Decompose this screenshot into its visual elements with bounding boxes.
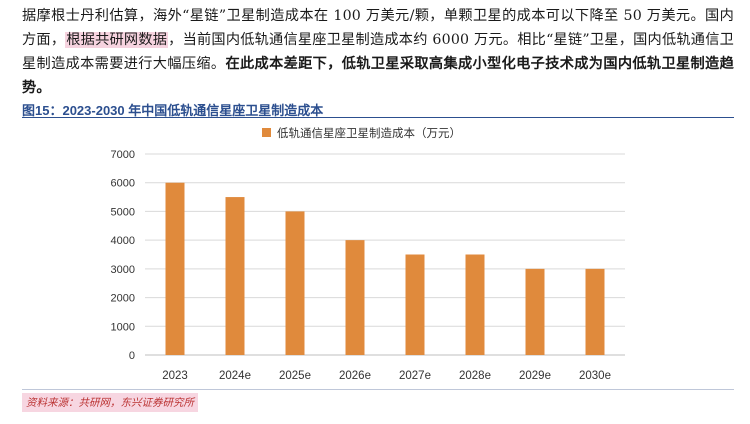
legend-label: 低轨通信星座卫星制造成本（万元） [277, 126, 461, 140]
x-tick-label: 2024e [219, 370, 251, 382]
paragraph-bold: 在此成本差距下，低轨卫星采取高集成小型化电子技术成为国内低轨卫星制造趋势。 [22, 56, 734, 96]
paragraph-highlight: 根据共研网数据 [65, 32, 169, 48]
y-tick-label: 5000 [111, 206, 135, 218]
x-tick-label: 2029e [519, 370, 551, 382]
bar [225, 197, 245, 355]
bottom-rule [22, 389, 734, 390]
x-tick-label: 2028e [459, 370, 491, 382]
bar [585, 268, 605, 355]
y-tick-label: 0 [129, 350, 135, 362]
legend-swatch [262, 128, 271, 137]
paragraph-part2: ，当前国内低轨通信星座卫星制造成本约 6000 万元。相比“星链”卫星，国内低轨… [22, 32, 734, 72]
body-paragraph: 据摩根士丹利估算，海外“星链”卫星制造成本在 100 万美元/颗，单颗卫星的成本… [22, 4, 734, 100]
source-note: 资料来源：共研网，东兴证券研究所 [22, 393, 198, 412]
legend: 低轨通信星座卫星制造成本（万元） [262, 126, 461, 140]
y-tick-label: 3000 [111, 264, 135, 276]
y-tick-label: 4000 [111, 235, 135, 247]
bar [525, 268, 545, 355]
x-tick-label: 2030e [579, 370, 611, 382]
y-tick-label: 6000 [111, 178, 135, 190]
paragraph-part1: 据摩根士丹利估算，海外“星链”卫星制造成本在 100 万美元/颗，单颗卫星的成本… [22, 8, 734, 48]
grid-lines [145, 153, 625, 356]
bar [165, 182, 185, 355]
y-tick-label: 1000 [111, 321, 135, 333]
x-tick-label: 2026e [339, 370, 371, 382]
x-axis-ticks: 2023 2024e 2025e 2026e 2027e 2028e 2029e 2030e [162, 370, 611, 382]
figure-title: 图15：2023-2030 年中国低轨通信星座卫星制造成本 [22, 103, 324, 118]
y-axis-ticks: 0 1000 2000 3000 4000 5000 6000 7000 [111, 149, 135, 362]
y-tick-label: 2000 [111, 293, 135, 305]
bar [285, 211, 305, 355]
x-tick-label: 2027e [399, 370, 431, 382]
bars [165, 182, 605, 355]
bar [405, 254, 425, 355]
title-rule [22, 117, 734, 118]
bar [465, 254, 485, 355]
x-tick-label: 2025e [279, 370, 311, 382]
y-tick-label: 7000 [111, 149, 135, 161]
x-tick-label: 2023 [162, 370, 188, 382]
bar [345, 240, 365, 355]
